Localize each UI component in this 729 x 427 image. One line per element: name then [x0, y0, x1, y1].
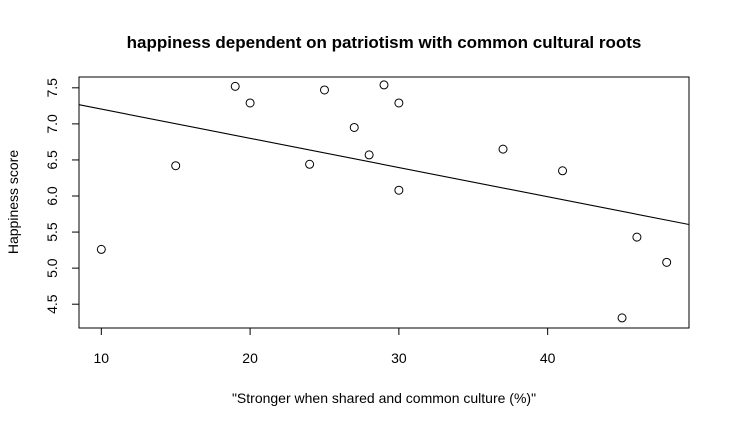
- y-tick-label: 5.0: [44, 258, 60, 278]
- data-point: [96, 244, 106, 254]
- regression-line: [78, 104, 690, 226]
- plot-frame: [78, 76, 690, 329]
- data-point: [319, 85, 329, 95]
- data-point: [349, 122, 359, 132]
- y-tick-label: 5.5: [44, 222, 60, 242]
- data-point: [245, 98, 255, 108]
- y-axis: 4.5 5.0 5.5 6.0 6.5 7.0 7.5: [44, 78, 80, 314]
- x-tick-label: 10: [94, 350, 110, 366]
- y-tick-label: 4.5: [44, 294, 60, 314]
- data-point: [394, 185, 404, 195]
- y-tick-label: 6.5: [44, 150, 60, 170]
- y-axis-label: Happiness score: [5, 150, 21, 254]
- data-point: [364, 150, 374, 160]
- data-point: [230, 81, 240, 91]
- data-point: [379, 80, 389, 90]
- x-tick-label: 40: [540, 350, 556, 366]
- x-tick-label: 30: [391, 350, 407, 366]
- x-tick-label: 20: [242, 350, 258, 366]
- y-tick-label: 7.0: [44, 114, 60, 134]
- data-points: [96, 80, 672, 323]
- regression-line-group: [78, 104, 690, 226]
- x-axis: 10 20 30 40: [94, 327, 556, 366]
- y-tick-label: 6.0: [44, 186, 60, 206]
- data-point: [662, 257, 672, 267]
- chart-title: happiness dependent on patriotism with c…: [127, 33, 642, 52]
- data-point: [305, 159, 315, 169]
- x-axis-label: "Stronger when shared and common culture…: [232, 390, 536, 406]
- data-point: [558, 166, 568, 176]
- data-point: [498, 144, 508, 154]
- data-point: [617, 313, 627, 323]
- data-point: [394, 98, 404, 108]
- y-tick-label: 7.5: [44, 78, 60, 98]
- data-point: [632, 232, 642, 242]
- data-point: [171, 161, 181, 171]
